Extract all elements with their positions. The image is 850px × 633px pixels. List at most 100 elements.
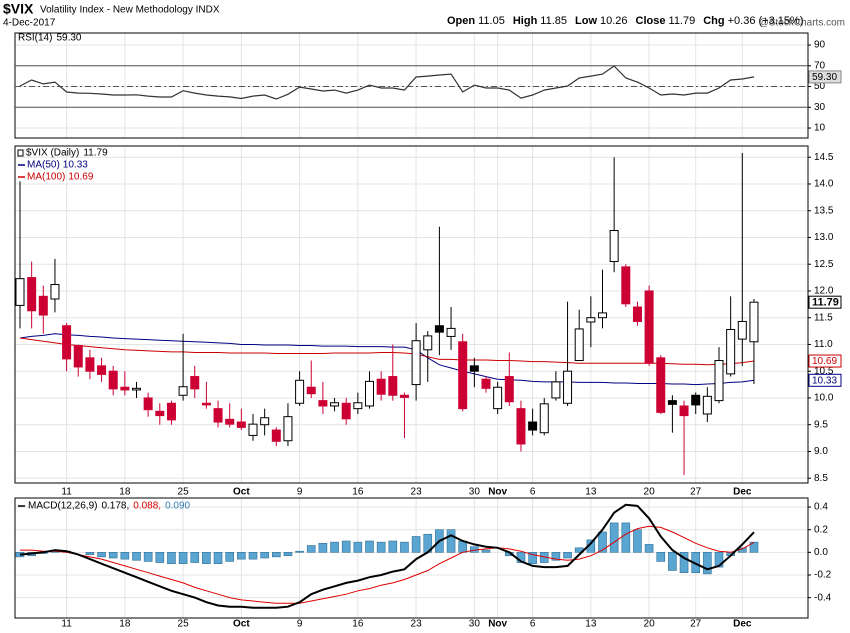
candle-body: [97, 365, 107, 375]
histogram-bar: [330, 541, 339, 553]
histogram-bar: [656, 552, 666, 562]
histogram-bar: [155, 552, 165, 563]
candle-body: [260, 417, 270, 426]
candle-body: [737, 320, 747, 340]
symbol: $VIX: [3, 1, 34, 17]
histogram-bar: [481, 549, 491, 553]
x-tick-label: 30: [469, 619, 481, 630]
candle-body: [714, 360, 724, 402]
histogram-bar: [446, 529, 456, 553]
quote-value: 11.79: [669, 15, 696, 27]
candle-body: [225, 418, 235, 425]
histogram-bar: [376, 541, 386, 553]
value-tag: 11.79: [812, 297, 839, 309]
source: @StockCharts.com: [759, 18, 845, 29]
candle-body: [621, 266, 631, 305]
x-tick-label: 30: [469, 487, 481, 498]
price-icon: [17, 149, 24, 157]
macd-readout: 0.090: [165, 501, 190, 512]
x-tick-label: 20: [644, 487, 656, 498]
x-tick-label: 23: [411, 619, 423, 630]
histogram-bar: [668, 552, 677, 571]
value-tag: 10.69: [812, 356, 837, 367]
x-tick-label: 11: [61, 487, 72, 498]
x-tick-label: 18: [119, 619, 131, 630]
histogram-bar: [400, 541, 409, 553]
x-tick-label: 16: [352, 619, 364, 630]
candle-body: [15, 278, 25, 306]
candle-body: [143, 397, 153, 411]
histogram-bar: [237, 552, 246, 560]
histogram-bar: [167, 552, 176, 564]
candle-body: [656, 357, 666, 413]
histogram-bar: [563, 552, 572, 559]
symbol-name: Volatility Index - New Methodology INDX: [40, 5, 220, 16]
candle-body: [248, 423, 258, 436]
y-tick-label: 14.5: [814, 152, 834, 163]
candle-body: [132, 387, 141, 391]
candle-body: [388, 376, 398, 396]
candle-body: [528, 421, 538, 431]
histogram-bar: [143, 552, 153, 562]
histogram-bar: [108, 552, 118, 559]
y-tick-label: 13.0: [814, 232, 834, 243]
moving-average: [19, 337, 755, 366]
y-tick-label: 13.5: [814, 205, 834, 216]
y-tick-label: 70: [814, 60, 826, 71]
candle-body: [493, 386, 503, 410]
candle-body: [411, 340, 421, 386]
y-tick-label: 11.0: [814, 339, 833, 350]
candle-body: [574, 328, 584, 362]
quote-label: Close: [636, 15, 666, 27]
x-tick-label: Nov: [488, 487, 507, 498]
candle-body: [679, 405, 689, 417]
candle-body: [271, 429, 281, 442]
candle-body: [702, 395, 712, 415]
macd-line: [19, 503, 755, 609]
candle-body: [726, 328, 736, 375]
x-tick-label: 27: [690, 487, 702, 498]
price-name: $VIX (Daily): [26, 148, 79, 159]
candle-body: [330, 402, 340, 407]
y-tick-label: 30: [814, 102, 826, 113]
histogram-bar: [679, 552, 689, 574]
histogram-bar: [703, 552, 712, 575]
histogram-bar: [225, 552, 234, 562]
candle-body: [365, 380, 374, 407]
candle-body: [563, 370, 573, 404]
candle-body: [644, 290, 654, 364]
candle-body: [469, 365, 479, 372]
histogram-bar: [213, 552, 223, 564]
rsi-line: [19, 65, 755, 100]
histogram-bar: [248, 552, 258, 560]
y-tick-label: 0.2: [814, 524, 828, 535]
quote-label: Open: [447, 15, 475, 27]
y-tick-label: 10.0: [814, 393, 834, 404]
histogram-bar: [388, 540, 398, 553]
histogram-bar: [132, 552, 141, 561]
candle-body: [423, 335, 433, 351]
legend-name: MA(100): [27, 172, 65, 183]
candle-body: [399, 394, 409, 398]
candle-body: [434, 325, 444, 333]
value-tag-box: [808, 373, 842, 387]
candle-body: [341, 402, 351, 420]
x-tick-label: Oct: [233, 619, 250, 630]
candle-body: [236, 421, 246, 428]
candle-body: [283, 416, 293, 442]
y-tick-label: 0.4: [814, 502, 828, 513]
date: 4-Dec-2017: [3, 18, 56, 29]
candle-body: [318, 400, 328, 407]
histogram-bar: [609, 522, 619, 553]
histogram-bar: [633, 529, 642, 553]
y-tick-label: 9.0: [814, 446, 828, 457]
histogram-bar: [318, 542, 328, 553]
value-tag-box: [808, 70, 842, 84]
rsi-name: RSI(14): [18, 33, 52, 44]
candle-body: [598, 312, 607, 319]
x-tick-label: Oct: [233, 487, 250, 498]
histogram-bar: [306, 545, 316, 553]
candle-body: [27, 277, 37, 312]
histogram-bar: [271, 552, 281, 558]
histogram-bar: [190, 552, 200, 563]
